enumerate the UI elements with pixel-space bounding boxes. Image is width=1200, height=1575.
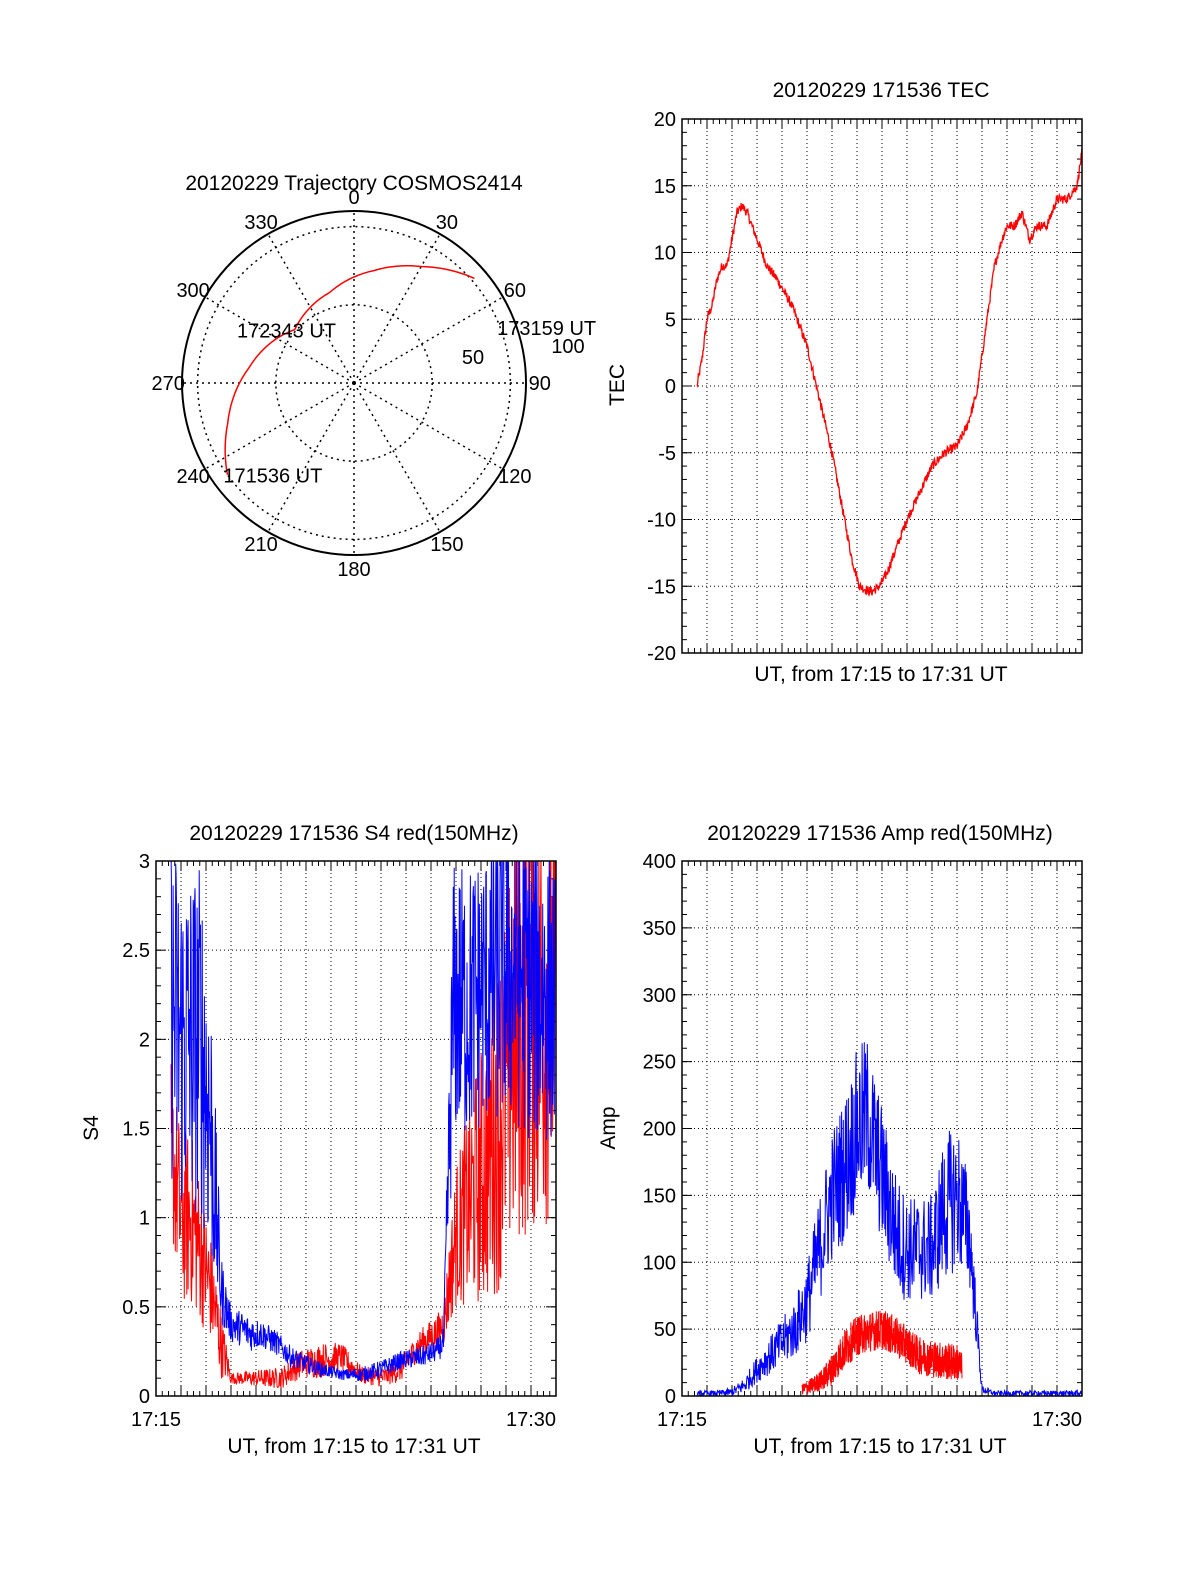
y-tick-label: 0 — [665, 376, 676, 398]
y-tick-label: 300 — [643, 985, 676, 1007]
trajectory-polar-panel: 20120229 Trajectory COSMOS2414 0 30 60 90 12… — [152, 172, 597, 581]
polar-spoke-30 — [353, 233, 441, 384]
y-tick-label: 1.5 — [122, 1119, 150, 1141]
polar-az-label: 60 — [504, 280, 526, 302]
trajectory-point-label: 173159 UT — [497, 318, 596, 340]
polar-az-label: 270 — [152, 373, 185, 395]
y-tick-label: 5 — [665, 309, 676, 331]
y-tick-label: 150 — [643, 1185, 676, 1207]
y-tick-label: 250 — [643, 1052, 676, 1074]
polar-az-label: 90 — [529, 373, 551, 395]
amp-panel: 20120229 171536 Amp red(150MHz) UT, from… — [597, 822, 1083, 1458]
polar-radius-label: 50 — [462, 347, 484, 369]
y-tick-label: -10 — [647, 510, 676, 532]
y-tick-label: -5 — [658, 443, 676, 465]
polar-az-label: 30 — [436, 212, 458, 234]
plot-frame — [681, 118, 1083, 654]
polar-title: 20120229 Trajectory COSMOS2414 — [185, 172, 523, 195]
polar-az-label: 210 — [244, 534, 277, 556]
y-tick-label: -15 — [647, 576, 676, 598]
polar-az-label: 120 — [498, 466, 531, 488]
y-tick-label: 200 — [643, 1119, 676, 1141]
amp-title: 20120229 171536 Amp red(150MHz) — [707, 822, 1053, 845]
polar-az-label: 180 — [337, 559, 370, 581]
s4-panel: 20120229 171536 S4 red(150MHz) UT, from … — [80, 822, 557, 1458]
series-line-blue — [696, 1042, 1082, 1396]
polar-az-label: 330 — [244, 212, 277, 234]
trajectory-line — [224, 264, 475, 476]
x-tick-label: 17:30 — [506, 1409, 556, 1431]
polar-spoke-120 — [353, 382, 504, 470]
y-tick-label: 50 — [654, 1319, 676, 1341]
series-line-red — [801, 1310, 963, 1395]
y-tick-label: 350 — [643, 918, 676, 940]
y-tick-label: 2.5 — [122, 940, 150, 962]
plot-frame — [155, 860, 557, 1397]
y-tick-label: 100 — [643, 1252, 676, 1274]
plot-frame — [681, 860, 1083, 1397]
y-tick-label: 20 — [654, 109, 676, 131]
polar-spoke-240 — [204, 382, 355, 470]
polar-radius-label: 100 — [551, 336, 584, 358]
tec-title: 20120229 171536 TEC — [773, 79, 990, 102]
s4-ylabel: S4 — [80, 1115, 103, 1141]
y-tick-label: 0 — [665, 1386, 676, 1408]
y-tick-label: 15 — [654, 176, 676, 198]
s4-xlabel: UT, from 17:15 to 17:31 UT — [227, 1435, 480, 1458]
y-tick-label: 10 — [654, 243, 676, 265]
tec-ylabel: TEC — [606, 364, 629, 406]
polar-spoke-150 — [353, 382, 441, 533]
amp-ylabel: Amp — [597, 1106, 620, 1149]
polar-az-label: 300 — [176, 280, 209, 302]
s4-title: 20120229 171536 S4 red(150MHz) — [189, 822, 518, 845]
series-line-blue — [170, 861, 556, 1382]
polar-spoke-60 — [353, 296, 504, 384]
x-tick-label: 17:30 — [1032, 1409, 1082, 1431]
y-tick-label: 0.5 — [122, 1297, 150, 1319]
series-line-red — [696, 147, 1082, 597]
y-tick-label: 2 — [139, 1029, 150, 1051]
y-tick-label: 3 — [139, 851, 150, 873]
amp-xlabel: UT, from 17:15 to 17:31 UT — [753, 1435, 1006, 1458]
tec-panel: 20120229 171536 TEC UT, from 17:15 to 17… — [606, 79, 1083, 686]
trajectory-point-label: 171536 UT — [223, 465, 322, 487]
x-tick-label: 17:15 — [657, 1409, 707, 1431]
y-tick-label: 0 — [139, 1386, 150, 1408]
polar-outer-circle — [181, 210, 527, 556]
polar-az-label: 150 — [430, 534, 463, 556]
y-tick-label: -20 — [647, 643, 676, 665]
polar-az-label: 0 — [348, 187, 359, 209]
polar-spoke-300 — [204, 296, 355, 384]
y-tick-label: 400 — [643, 851, 676, 873]
polar-spoke-210 — [267, 382, 355, 533]
tec-xlabel: UT, from 17:15 to 17:31 UT — [754, 663, 1007, 686]
trajectory-point-label: 172343 UT — [237, 321, 336, 343]
polar-spoke-330 — [267, 233, 355, 384]
x-tick-label: 17:15 — [131, 1409, 181, 1431]
polar-az-label: 240 — [176, 466, 209, 488]
y-tick-label: 1 — [139, 1208, 150, 1230]
